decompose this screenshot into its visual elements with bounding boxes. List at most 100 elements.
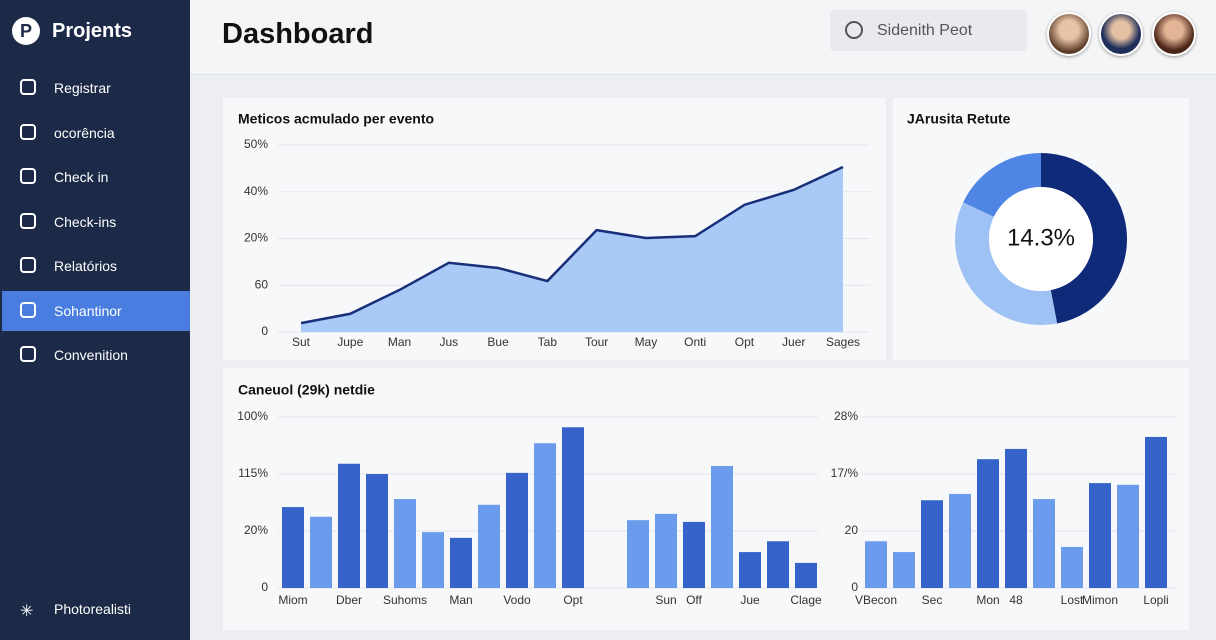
- y-tick-label: 0: [261, 580, 268, 594]
- nav-label: Convenition: [54, 347, 128, 363]
- bar: [893, 552, 915, 588]
- page-title: Dashboard: [222, 18, 374, 50]
- chart-title: Caneuol (29k) netdie: [238, 382, 375, 398]
- nav-item[interactable]: Check in: [2, 157, 190, 197]
- x-tick-label: Jue: [740, 593, 760, 607]
- x-tick-label: Mon: [976, 593, 999, 607]
- y-tick-label: 100%: [237, 409, 268, 423]
- nav-item[interactable]: Sohantinor: [2, 290, 190, 331]
- card: [223, 98, 886, 360]
- sidebar: P Projents Registrar ocorência Check in Che…: [0, 0, 190, 640]
- bar: [478, 504, 500, 588]
- nav-label: Check in: [54, 169, 109, 185]
- x-tick-label: Onti: [684, 335, 706, 349]
- x-tick-label: Bue: [487, 335, 509, 349]
- bar: [977, 459, 999, 588]
- bar: [338, 463, 360, 588]
- y-tick-label: 17/%: [831, 466, 859, 480]
- nav-label: Check-ins: [54, 213, 117, 230]
- x-tick-label: Sages: [826, 335, 860, 349]
- bar: [711, 466, 733, 588]
- x-tick-label: Off: [686, 593, 702, 607]
- x-tick-label: Suhoms: [383, 593, 427, 607]
- nav-icon: [20, 212, 36, 229]
- nav-item[interactable]: Relatórios: [2, 246, 190, 286]
- bar: [1089, 483, 1111, 588]
- nav-icon: [20, 123, 36, 140]
- nav-icon: [20, 168, 36, 184]
- y-tick-label: 20: [845, 523, 859, 537]
- y-tick-label: 60: [255, 277, 269, 291]
- y-tick-label: 40%: [244, 184, 268, 198]
- bar: [394, 499, 416, 588]
- bar: [282, 507, 304, 588]
- x-tick-label: Tab: [538, 335, 558, 349]
- bar: [450, 537, 472, 588]
- donut-segment: [1041, 153, 1127, 324]
- bar: [949, 493, 971, 588]
- x-tick-label: Tour: [585, 335, 608, 349]
- bar: [865, 541, 887, 588]
- nav-item[interactable]: Convenition: [2, 335, 190, 375]
- x-tick-label: Miom: [278, 593, 307, 607]
- avatar[interactable]: [1047, 12, 1091, 56]
- bar: [422, 532, 444, 588]
- brand: Projents: [52, 20, 133, 42]
- x-tick-label: Dber: [336, 593, 362, 607]
- avatar[interactable]: [1099, 12, 1143, 56]
- y-tick-label: 20%: [244, 231, 268, 245]
- nav-item[interactable]: ocorência: [2, 113, 190, 153]
- bar: [627, 520, 649, 588]
- x-tick-label: Lost: [1061, 593, 1084, 607]
- bar: [795, 562, 817, 588]
- search-text: Sidenith Peot: [877, 22, 973, 39]
- bar: [767, 541, 789, 588]
- bar: [655, 513, 677, 588]
- bar: [1033, 499, 1055, 588]
- x-tick-label: Man: [388, 335, 411, 349]
- footer-icon: ✳: [20, 603, 34, 620]
- x-tick-label: Mimon: [1082, 593, 1118, 607]
- nav-icon: [20, 301, 36, 318]
- x-tick-label: VBecon: [855, 593, 897, 607]
- y-tick-label: 0: [851, 580, 858, 594]
- avatar[interactable]: [1152, 12, 1196, 56]
- x-tick-label: May: [635, 335, 658, 349]
- bar: [1145, 436, 1167, 588]
- x-tick-label: Sun: [655, 593, 676, 607]
- search-box[interactable]: Sidenith Peot: [830, 10, 1027, 51]
- chart-title: JArusita Retute: [907, 111, 1011, 127]
- bar: [739, 552, 761, 588]
- x-tick-label: Opt: [563, 593, 583, 607]
- nav-label: Sohantinor: [54, 302, 122, 319]
- nav-icon: [20, 79, 36, 95]
- y-tick-label: 0: [261, 324, 268, 338]
- bar: [534, 443, 556, 588]
- x-tick-label: Vodo: [503, 593, 531, 607]
- bar: [921, 500, 943, 588]
- chart-title: Meticos acmulado per evento: [238, 111, 434, 127]
- nav-item[interactable]: Check-ins: [2, 202, 190, 242]
- card: [893, 98, 1189, 360]
- x-tick-label: Opt: [735, 335, 755, 349]
- bar: [562, 427, 584, 588]
- bar: [366, 474, 388, 588]
- bar: [310, 516, 332, 588]
- x-tick-label: Sec: [922, 593, 943, 607]
- bar: [683, 521, 705, 588]
- donut-segment: [963, 153, 1041, 217]
- x-tick-label: Jus: [439, 335, 458, 349]
- y-tick-label: 115%: [238, 466, 268, 480]
- x-tick-label: Clage: [790, 593, 822, 607]
- area: [301, 166, 843, 332]
- x-tick-label: Jupe: [337, 335, 363, 349]
- x-tick-label: Man: [449, 593, 472, 607]
- logo: P: [12, 17, 40, 45]
- donut-segment: [954, 202, 1058, 325]
- header: Dashboard Sidenith Peot: [190, 0, 1216, 75]
- nav-item[interactable]: Registrar: [2, 68, 190, 108]
- bar: [506, 472, 528, 588]
- nav-icon: [20, 346, 36, 362]
- bar: [1005, 448, 1027, 588]
